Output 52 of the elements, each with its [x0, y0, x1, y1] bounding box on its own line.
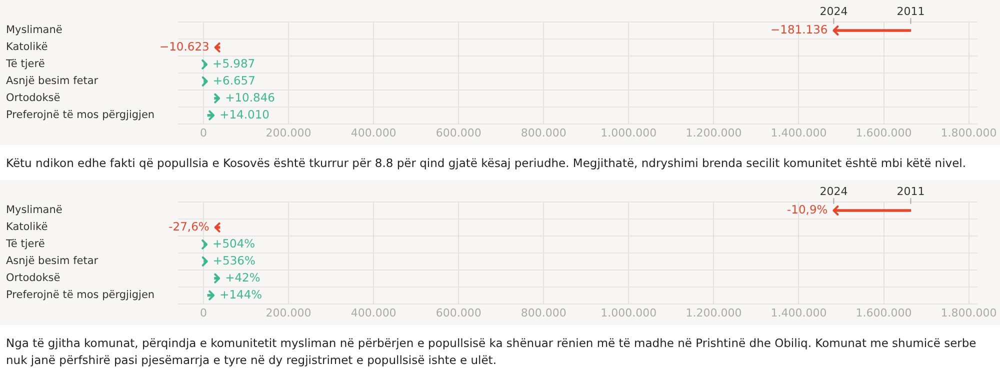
data-label: −181.136	[770, 22, 828, 36]
data-label: +6.657	[212, 73, 256, 88]
y-tick-label: Preferojnë të mos përgjigjen	[6, 109, 155, 122]
data-label: +14.010	[220, 107, 270, 122]
y-tick-label: Asnjë besim fetar	[6, 255, 99, 268]
x-tick-label: 400.000	[350, 126, 396, 140]
x-tick-label: 1.600.000	[856, 306, 912, 320]
y-tick-label: Katolikë	[6, 221, 48, 234]
data-label: +10.846	[225, 90, 275, 104]
y-tick-label: Ortodoksë	[6, 92, 60, 104]
x-tick-label: 200.000	[266, 306, 312, 320]
y-tick-label: Myslimanë	[6, 24, 62, 36]
text: Nga të gjitha komunat, përqindja e komunitetit mysliman në përbërjen e popullsisë ka shënuar rënien më të madhe në Prishtinë dhe Obiliq. Komunat me shumicë serbe nuk janë përfshirë pasi pjesëmarrja e tyre në dy regjistrimet e popullsisë ishte e ulët.	[0, 325, 1000, 377]
y-tick-label: Ortodoksë	[6, 272, 60, 284]
x-tick-label: 0	[200, 126, 208, 140]
data-label: −10.623	[159, 39, 210, 54]
x-tick-label: 1.000.000	[600, 126, 657, 140]
data-label: +5.987	[212, 56, 256, 70]
annotation: +536%	[212, 253, 256, 268]
x-tick-label: 800.000	[520, 306, 566, 320]
x-tick-label: 1.800.000	[940, 306, 997, 320]
x-tick-label: 0	[200, 306, 208, 320]
bar	[833, 29, 912, 32]
annotation: -10,9%	[787, 202, 828, 216]
x-tick-label: 400.000	[350, 306, 396, 320]
annotation: -27,6%	[168, 219, 210, 234]
x-tick-label: 600.000	[436, 306, 482, 320]
x-tick-label: 1.800.000	[940, 126, 997, 140]
annotation: +42%	[225, 270, 260, 284]
text: 2011	[896, 184, 925, 198]
y-tick-label: Myslimanë	[6, 204, 62, 216]
bar	[833, 209, 912, 212]
annotation: +144%	[220, 287, 262, 302]
x-tick-label: 1.600.000	[856, 126, 912, 140]
x-tick-label: 200.000	[266, 126, 312, 140]
x-tick-label: 600.000	[436, 126, 482, 140]
y-tick-label: Asnjë besim fetar	[6, 75, 99, 88]
text: 2011	[896, 4, 925, 18]
text: 2024	[820, 4, 848, 18]
annotation: +504%	[212, 236, 256, 250]
y-tick-label: Të tjerë	[5, 238, 45, 250]
y-tick-label: Preferojnë të mos përgjigjen	[6, 289, 155, 302]
x-tick-label: 1.400.000	[770, 126, 827, 140]
x-tick-label: 800.000	[520, 126, 566, 140]
text: 2024	[820, 184, 848, 198]
x-tick-label: 1.200.000	[686, 306, 742, 320]
y-tick-label: Katolikë	[6, 41, 48, 54]
x-tick-label: 1.400.000	[770, 306, 827, 320]
y-tick-label: Të tjerë	[5, 58, 45, 70]
text: Këtu ndikon edhe fakti që popullsia e Kosovës është tkurrur për 8.8 për qind gjatë kësaj periudhe. Megjithatë, ndryshimi brenda secilit komunitet është mbi këtë nivel.	[0, 145, 1000, 180]
x-tick-label: 1.000.000	[600, 306, 657, 320]
x-tick-label: 1.200.000	[686, 126, 742, 140]
